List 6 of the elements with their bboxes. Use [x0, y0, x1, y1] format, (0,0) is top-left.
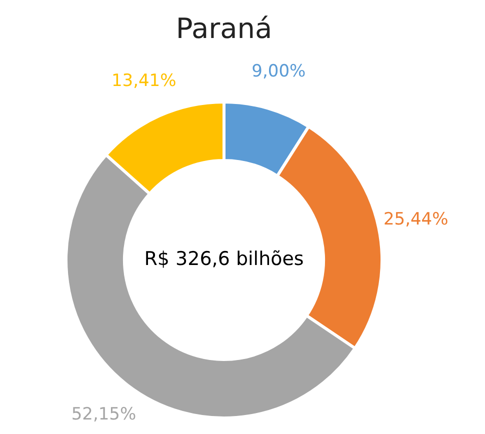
- data-label: 52,15%: [71, 404, 136, 424]
- text: R$ 326,6 bilhões: [144, 248, 304, 270]
- data-label: 13,41%: [111, 70, 176, 91]
- data-label: 9,00%: [252, 61, 306, 82]
- chart-title: Paraná: [176, 12, 272, 45]
- data-label: 25,44%: [383, 210, 448, 230]
